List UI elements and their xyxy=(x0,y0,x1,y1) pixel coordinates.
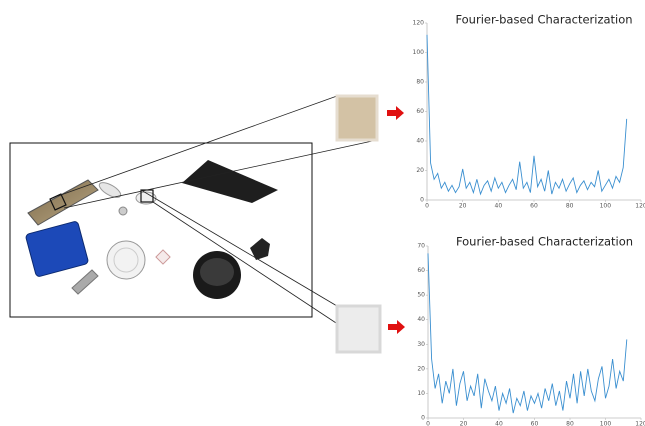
y-tick-label: 0 xyxy=(421,415,425,422)
x-tick-label: 60 xyxy=(531,421,539,426)
y-tick-label: 60 xyxy=(417,267,425,274)
x-tick-label: 100 xyxy=(600,203,612,210)
figure: Fourier-based Characterization 0 20 40 60 80 1… xyxy=(0,0,645,426)
y-tick-label: 40 xyxy=(416,138,424,145)
x-tick-label: 80 xyxy=(566,203,574,210)
y-tick-label: 50 xyxy=(417,292,425,299)
y-tick-label: 30 xyxy=(417,341,425,348)
charts: Fourier-based Characterization 0 20 40 60 80 1… xyxy=(413,13,645,426)
x-tick-label: 20 xyxy=(460,421,468,426)
y-tick-label: 20 xyxy=(417,365,425,372)
zoom-patch xyxy=(337,96,377,140)
x-tick-label: 60 xyxy=(530,203,538,210)
x-tick-label: 0 xyxy=(426,421,430,426)
y-tick-label: 70 xyxy=(417,243,425,250)
arrow xyxy=(387,106,404,120)
x-tick-label: 40 xyxy=(495,203,503,210)
arrow xyxy=(388,320,405,334)
x-tick-label: 20 xyxy=(459,203,467,210)
x-tick-label: 100 xyxy=(600,421,612,426)
y-tick-label: 120 xyxy=(413,20,425,27)
y-tick-label: 0 xyxy=(420,197,424,204)
y-tick-label: 40 xyxy=(417,316,425,323)
chart-title: Fourier-based Characterization xyxy=(456,235,633,249)
x-tick-label: 0 xyxy=(425,203,429,210)
y-tick-label: 80 xyxy=(416,79,424,86)
x-tick-label: 40 xyxy=(495,421,503,426)
data-line xyxy=(428,253,627,413)
page: {"chart_data": [ {"type": "line", "title… xyxy=(0,0,645,426)
data-line xyxy=(427,35,627,194)
x-tick-label: 120 xyxy=(635,421,645,426)
x-tick-label: 120 xyxy=(635,203,645,210)
y-tick-label: 100 xyxy=(413,49,425,56)
y-tick-label: 20 xyxy=(416,167,424,174)
chart-title: Fourier-based Characterization xyxy=(455,13,632,27)
y-tick-label: 60 xyxy=(416,108,424,115)
zoom-patch xyxy=(337,306,380,352)
y-tick-label: 10 xyxy=(417,390,425,397)
x-tick-label: 80 xyxy=(566,421,574,426)
